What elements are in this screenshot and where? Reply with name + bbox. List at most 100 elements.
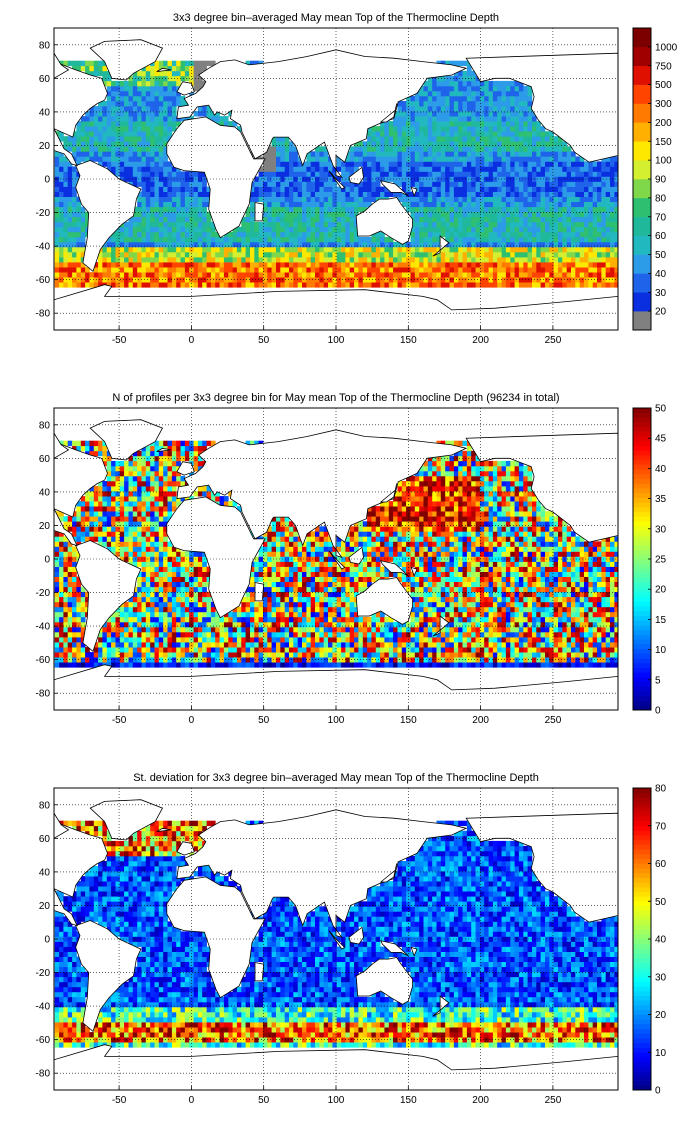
- data-cell: [284, 151, 290, 157]
- data-cell: [276, 226, 281, 233]
- data-cell: [115, 252, 121, 258]
- data-cell: [132, 231, 138, 238]
- data-cell: [293, 257, 298, 263]
- data-cell: [132, 611, 138, 618]
- data-cell: [497, 236, 502, 243]
- data-cell: [150, 136, 155, 142]
- data-cell: [427, 75, 433, 82]
- data-cell: [523, 221, 528, 228]
- data-cell: [354, 262, 359, 268]
- data-cell: [545, 241, 550, 248]
- data-cell: [180, 272, 186, 278]
- data-cell: [527, 226, 533, 233]
- data-cell: [163, 470, 168, 477]
- data-cell: [462, 246, 468, 253]
- data-cell: [124, 470, 129, 477]
- data-cell: [505, 206, 511, 213]
- data-cell: [432, 231, 437, 238]
- data-cell: [215, 282, 220, 288]
- data-cell: [67, 231, 73, 238]
- data-cell: [293, 216, 298, 223]
- data-cell: [137, 511, 142, 517]
- data-cell: [549, 156, 554, 162]
- data-cell: [532, 216, 537, 223]
- data-cell: [414, 216, 420, 223]
- data-cell: [236, 241, 242, 248]
- data-cell: [558, 231, 563, 238]
- data-cell: [98, 516, 103, 522]
- data-cell: [141, 166, 147, 172]
- data-cell: [59, 186, 64, 192]
- data-cell: [158, 216, 164, 223]
- data-cell: [575, 211, 580, 218]
- data-cell: [67, 556, 73, 562]
- data-cell: [532, 231, 537, 238]
- data-cell: [102, 455, 108, 462]
- y-tick-label: 60: [39, 74, 51, 85]
- data-cell: [72, 60, 77, 67]
- data-cell: [558, 186, 563, 192]
- data-cell: [158, 116, 164, 122]
- data-cell: [358, 156, 364, 162]
- data-cell: [150, 546, 155, 552]
- data-cell: [371, 241, 377, 248]
- data-cell: [592, 186, 598, 192]
- data-cell: [132, 171, 138, 177]
- data-cell: [171, 60, 177, 67]
- data-cell: [154, 166, 160, 172]
- data-cell: [393, 277, 398, 283]
- data-cell: [150, 596, 155, 603]
- data-cell: [150, 131, 155, 137]
- data-cell: [158, 272, 164, 278]
- data-cell: [167, 231, 173, 238]
- data-cell: [63, 596, 69, 603]
- y-tick-label: 40: [39, 107, 51, 118]
- data-cell: [132, 460, 138, 467]
- colorbar-swatch: [633, 179, 651, 199]
- data-cell: [267, 151, 272, 157]
- data-cell: [141, 216, 147, 223]
- data-cell: [579, 267, 585, 273]
- data-cell: [523, 231, 528, 238]
- data-cell: [336, 267, 342, 273]
- data-cell: [163, 611, 168, 618]
- data-cell: [484, 85, 489, 92]
- data-cell: [111, 156, 116, 162]
- data-cell: [341, 236, 346, 243]
- data-cell: [315, 191, 320, 197]
- data-cell: [332, 282, 338, 288]
- data-cell: [124, 282, 129, 288]
- data-cell: [597, 272, 602, 278]
- data-cell: [523, 166, 528, 172]
- data-cell: [250, 221, 255, 228]
- data-cell: [171, 116, 177, 122]
- data-cell: [163, 531, 168, 537]
- data-cell: [124, 496, 129, 502]
- data-cell: [518, 241, 524, 248]
- data-cell: [210, 60, 216, 67]
- data-cell: [241, 236, 246, 243]
- data-cell: [601, 257, 607, 263]
- data-cell: [341, 216, 346, 223]
- data-cell: [163, 601, 168, 608]
- data-cell: [293, 221, 298, 228]
- data-cell: [414, 106, 420, 112]
- data-cell: [492, 111, 498, 117]
- data-cell: [479, 166, 485, 172]
- data-cell: [380, 166, 385, 172]
- data-cell: [479, 252, 485, 258]
- data-cell: [471, 116, 476, 122]
- data-cell: [236, 236, 242, 243]
- data-cell: [532, 156, 537, 162]
- data-cell: [137, 536, 142, 542]
- data-cell: [111, 126, 116, 132]
- data-cell: [223, 282, 229, 288]
- data-cell: [345, 161, 351, 167]
- data-cell: [315, 231, 320, 238]
- data-cell: [566, 201, 572, 208]
- data-cell: [527, 116, 533, 122]
- data-cell: [184, 206, 190, 213]
- data-cell: [141, 586, 147, 593]
- data-cell: [488, 116, 494, 122]
- data-cell: [184, 191, 190, 197]
